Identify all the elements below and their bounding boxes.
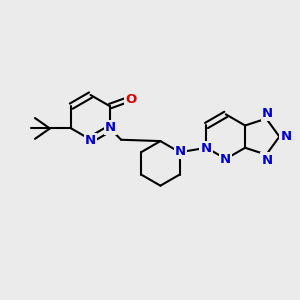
Text: N: N [175, 145, 186, 158]
Text: N: N [261, 154, 272, 166]
Text: N: N [105, 122, 116, 134]
Text: O: O [125, 93, 136, 106]
Text: N: N [200, 142, 211, 155]
Text: N: N [85, 134, 96, 147]
Text: N: N [220, 153, 231, 166]
Text: N: N [280, 130, 292, 143]
Text: N: N [262, 107, 273, 120]
